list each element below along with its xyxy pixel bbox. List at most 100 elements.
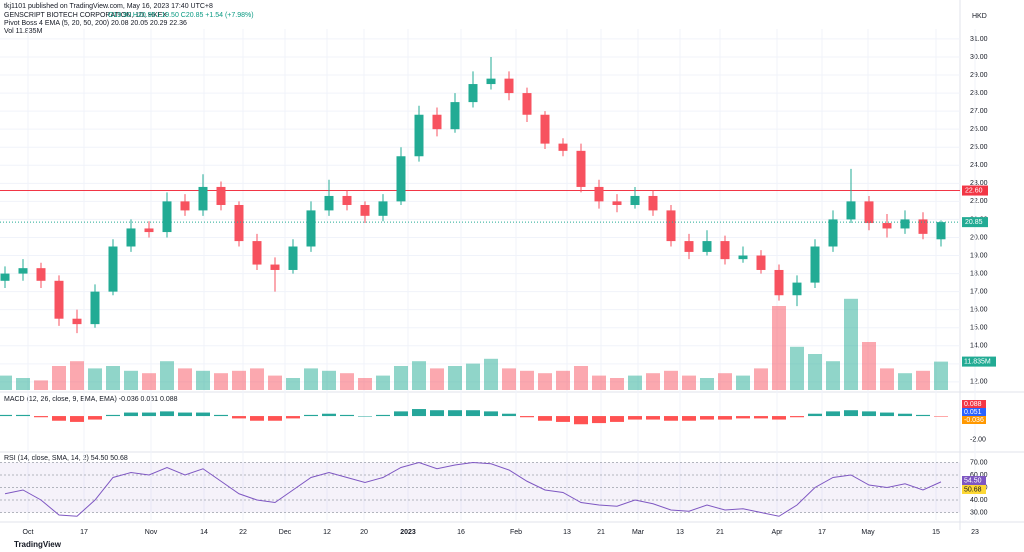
macd-bar	[880, 412, 894, 417]
candle-body	[396, 156, 406, 202]
macd-bar	[88, 416, 102, 420]
y-tick-label: 29.00	[970, 72, 988, 79]
y-tick-label: 15.00	[970, 325, 988, 332]
candle-body	[144, 228, 154, 233]
macd-bar	[178, 412, 192, 417]
rsi-label: 50.68	[964, 486, 982, 493]
volume-bar	[142, 373, 156, 390]
x-tick-label: 2023	[400, 529, 416, 536]
volume-bar	[70, 361, 84, 390]
candle-body	[252, 241, 262, 265]
candle-body	[792, 282, 802, 296]
y-tick-label: 19.00	[970, 252, 988, 259]
macd-bar	[592, 416, 606, 424]
volume-bar	[394, 366, 408, 390]
macd-bar	[610, 416, 624, 422]
rsi-label: 54.50	[964, 477, 982, 484]
macd-bar	[646, 416, 660, 420]
macd-bar	[574, 416, 588, 425]
macd-bar	[16, 414, 30, 417]
macd-bar	[718, 416, 732, 420]
macd-bar	[376, 414, 390, 417]
macd-bar	[268, 416, 282, 421]
price-box	[962, 217, 988, 228]
candle-body	[36, 268, 46, 281]
candle-body	[432, 114, 442, 130]
macd-bar	[772, 416, 786, 420]
candle-body	[198, 186, 208, 211]
candle-body	[648, 195, 658, 211]
x-tick-label: May	[861, 529, 875, 536]
volume-bar	[934, 361, 948, 390]
macd-bar	[844, 410, 858, 417]
y-tick-label: 24.00	[970, 162, 988, 169]
currency: HKD	[972, 13, 987, 20]
rsi-tick-label: 30.00	[970, 509, 988, 516]
macd-bar	[556, 416, 570, 422]
volume-bar	[700, 378, 714, 390]
macd-bar	[232, 416, 246, 419]
x-tick-label: 23	[971, 529, 979, 536]
macd-bar	[106, 414, 120, 417]
candle-body	[594, 186, 604, 202]
y-tick-label: 14.00	[970, 343, 988, 350]
macd-legend: MACD (12, 26, close, 9, EMA, EMA) -0.036…	[4, 396, 178, 403]
macd-bar	[0, 414, 12, 417]
x-tick-label: 22	[239, 529, 247, 536]
price-box	[962, 356, 996, 367]
macd-bar	[862, 411, 876, 417]
volume-bar	[52, 366, 66, 390]
macd-bar	[448, 410, 462, 417]
volume-bar	[574, 366, 588, 390]
y-tick-label: 26.00	[970, 126, 988, 133]
candle-body	[378, 201, 388, 216]
x-tick-label: 17	[80, 529, 88, 536]
volume-bar	[718, 373, 732, 390]
macd-bar	[412, 409, 426, 417]
candle-body	[918, 219, 928, 234]
volume-bar	[556, 370, 570, 390]
volume-bar	[520, 370, 534, 390]
candle-body	[486, 78, 496, 85]
rsi-tick-label: 60.00	[970, 472, 988, 479]
macd-bar	[430, 410, 444, 417]
rsi-box	[962, 485, 986, 494]
macd-label: 0.088	[964, 401, 982, 408]
volume-bar	[178, 368, 192, 390]
candle-body	[18, 268, 28, 274]
volume-bar	[502, 368, 516, 390]
ema-legend: Pivot Boss 4 EMA (5, 20, 50, 200) 20.08 …	[4, 20, 187, 27]
candle-body	[234, 204, 244, 242]
volume-bar	[880, 368, 894, 390]
candle-body	[900, 219, 910, 229]
candle-body	[720, 241, 730, 260]
candle-body	[270, 264, 280, 270]
volume-bar	[412, 361, 426, 390]
volume-bar	[808, 354, 822, 390]
macd-bar	[520, 416, 534, 418]
x-tick-label: 20	[360, 529, 368, 536]
macd-bar	[52, 416, 66, 421]
candle-body	[414, 114, 424, 157]
volume-bar	[106, 366, 120, 390]
candle-body	[774, 269, 784, 296]
volume-bar	[214, 373, 228, 390]
x-tick-label: Feb	[510, 529, 522, 536]
x-tick-label: 15	[932, 529, 940, 536]
macd-bar	[736, 416, 750, 419]
y-tick-label: 17.00	[970, 288, 988, 295]
volume-bar	[610, 378, 624, 390]
candle-body	[342, 195, 352, 205]
candle-body	[0, 273, 10, 281]
y-tick-label: 30.00	[970, 54, 988, 61]
y-tick-label: 22.00	[970, 198, 988, 205]
volume-bar	[664, 370, 678, 390]
volume-bar	[826, 361, 840, 390]
candle-body	[126, 228, 136, 247]
y-tick-label: 27.00	[970, 108, 988, 115]
x-tick-label: 12	[323, 529, 331, 536]
macd-bar	[196, 412, 210, 417]
macd-bar	[142, 412, 156, 417]
candle-body	[108, 246, 118, 292]
macd-bar	[358, 416, 372, 417]
